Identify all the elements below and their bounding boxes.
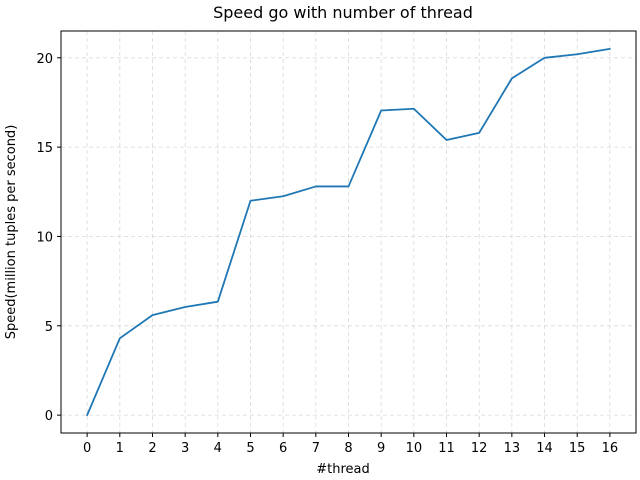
x-tick-label: 11	[438, 441, 455, 456]
x-tick-label: 14	[536, 441, 553, 456]
series-line	[86, 47, 611, 417]
data-point	[478, 132, 480, 134]
plot-frame	[60, 30, 637, 434]
data-point	[380, 109, 382, 111]
data-point	[576, 53, 578, 55]
data-point	[217, 300, 219, 302]
data-point	[151, 314, 153, 316]
data-point	[119, 337, 121, 339]
x-tick-label: 8	[344, 441, 352, 456]
y-tick-label: 15	[36, 141, 53, 156]
x-tick-label: 6	[279, 441, 287, 456]
x-tick-label: 9	[377, 441, 385, 456]
x-tick-label: 7	[312, 441, 320, 456]
data-point	[184, 306, 186, 308]
grid-layer	[61, 31, 636, 433]
y-tick-label: 10	[36, 230, 53, 245]
data-point	[315, 185, 317, 187]
y-axis-label: Speed(million tuples per second)	[4, 125, 19, 340]
data-point	[609, 48, 611, 50]
y-tick-label: 20	[36, 52, 53, 67]
data-point	[413, 108, 415, 110]
chart-title: Speed go with number of thread	[213, 3, 473, 22]
x-tick-label: 4	[214, 441, 222, 456]
data-point	[347, 185, 349, 187]
x-tick-label: 0	[83, 441, 91, 456]
x-tick-label: 3	[181, 441, 189, 456]
data-point	[511, 77, 513, 79]
x-axis-label: #thread	[316, 462, 370, 477]
x-tick-label: 15	[569, 441, 586, 456]
y-tick-label: 0	[45, 409, 53, 424]
x-tick-label: 16	[602, 441, 619, 456]
series-layer	[86, 47, 611, 417]
y-tick-label: 5	[45, 320, 53, 335]
data-point	[543, 57, 545, 59]
data-point	[282, 195, 284, 197]
data-point	[249, 200, 251, 202]
x-tick-label: 2	[148, 441, 156, 456]
x-tick-label: 10	[406, 441, 423, 456]
x-tick-label: 12	[471, 441, 488, 456]
x-tick-label: 5	[246, 441, 254, 456]
x-tick-label: 13	[504, 441, 521, 456]
data-point	[445, 139, 447, 141]
data-point	[86, 414, 88, 416]
x-tick-label: 1	[116, 441, 124, 456]
